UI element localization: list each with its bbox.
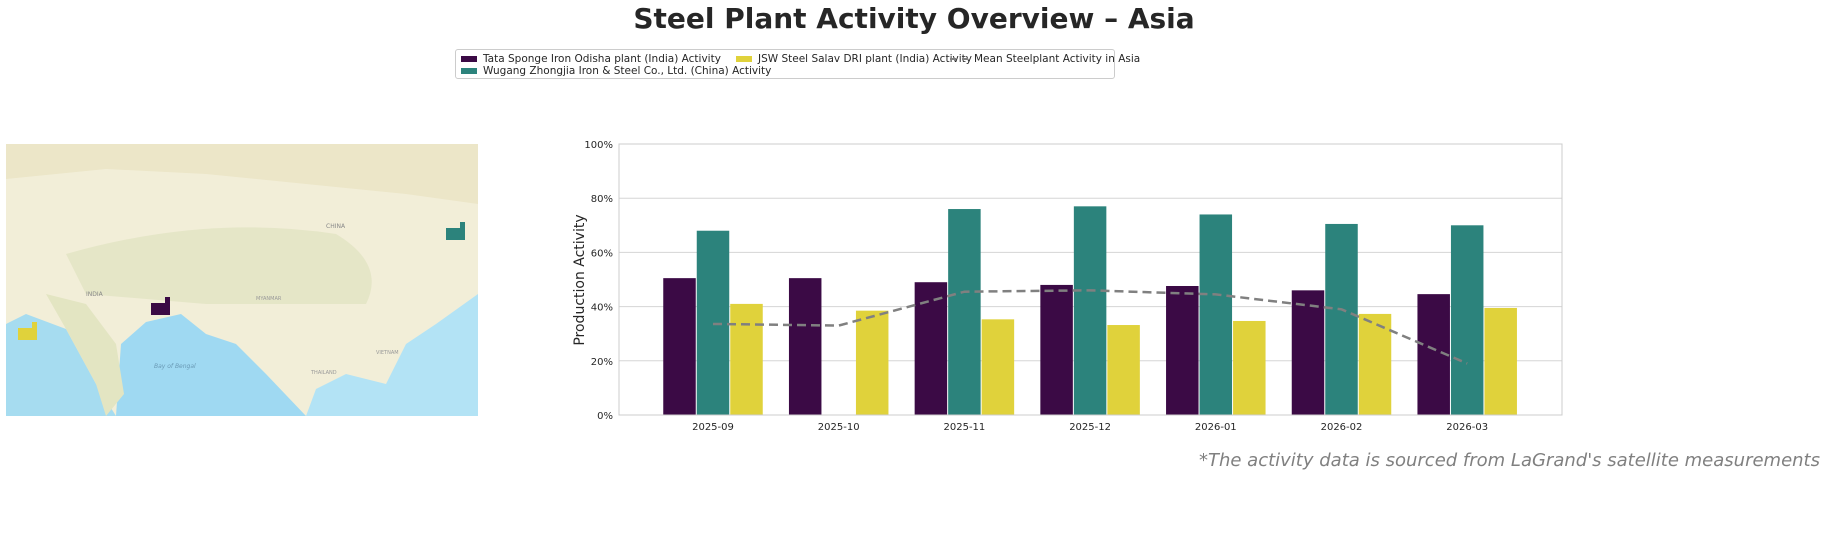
- legend-label: Wugang Zhongjia Iron & Steel Co., Ltd. (…: [483, 65, 772, 77]
- legend-label: Tata Sponge Iron Odisha plant (India) Ac…: [483, 53, 721, 65]
- legend-dash: [950, 58, 968, 60]
- map-label-vietnam: VIETNAM: [376, 350, 399, 356]
- map-bay-of-bengal: [116, 314, 306, 416]
- legend-label: JSW Steel Salav DRI plant (India) Activi…: [758, 53, 972, 65]
- bar-2025-09-2: [730, 303, 763, 415]
- map-south-china-sea: [306, 294, 478, 416]
- legend-swatch: [736, 56, 752, 62]
- chart-legend: Tata Sponge Iron Odisha plant (India) Ac…: [455, 49, 1140, 79]
- bar-2025-12-2: [1107, 325, 1140, 415]
- bar-2025-11-0: [914, 282, 948, 415]
- x-tick-label: 2025-11: [944, 422, 986, 433]
- map-india-south: [46, 294, 124, 416]
- factory-icon[interactable]: [151, 297, 170, 315]
- map-north-region: [6, 144, 478, 204]
- asia-map[interactable]: CHINA INDIA Bay of Bengal MYANMAR THAILA…: [6, 144, 478, 416]
- x-tick-label: 2025-10: [818, 422, 860, 433]
- bar-2025-09-1: [696, 230, 730, 415]
- map-label-china: CHINA: [326, 223, 346, 230]
- x-tick-label: 2026-01: [1195, 422, 1237, 433]
- bar-2025-10-0: [788, 278, 822, 415]
- map-label-thailand: THAILAND: [310, 370, 337, 376]
- bar-2025-12-1: [1073, 206, 1107, 415]
- legend-swatch: [461, 56, 477, 62]
- legend-swatch: [461, 68, 477, 74]
- y-tick-label: 20%: [591, 357, 613, 368]
- mean-line: [712, 289, 1468, 365]
- legend-item-jsw: JSW Steel Salav DRI plant (India) Activi…: [736, 53, 972, 65]
- bar-2026-01-0: [1166, 286, 1199, 415]
- page-title: Steel Plant Activity Overview – Asia: [633, 2, 1195, 35]
- bar-2026-02-0: [1291, 290, 1325, 415]
- map-label-myanmar: MYANMAR: [256, 296, 282, 302]
- x-tick-label: 2026-03: [1446, 422, 1488, 433]
- legend-item-wugang: Wugang Zhongjia Iron & Steel Co., Ltd. (…: [461, 65, 771, 77]
- y-tick-label: 40%: [591, 303, 613, 314]
- y-tick-label: 80%: [591, 194, 613, 205]
- y-tick-label: 0%: [597, 411, 613, 422]
- legend-item-tata: Tata Sponge Iron Odisha plant (India) Ac…: [461, 53, 721, 65]
- bar-2026-03-1: [1450, 225, 1484, 415]
- bar-2025-09-0: [663, 278, 696, 415]
- bar-2026-03-2: [1484, 307, 1517, 415]
- bar-2025-11-1: [948, 209, 981, 415]
- bar-2026-01-1: [1199, 214, 1233, 415]
- map-svg: CHINA INDIA Bay of Bengal MYANMAR THAILA…: [6, 144, 478, 416]
- bar-2026-02-1: [1325, 223, 1358, 415]
- bar-2026-01-2: [1233, 320, 1266, 415]
- factory-icon[interactable]: [446, 222, 465, 240]
- bar-2025-11-2: [981, 319, 1015, 415]
- map-label-bay: Bay of Bengal: [154, 363, 196, 370]
- y-tick-label: 60%: [591, 248, 613, 259]
- x-tick-label: 2026-02: [1321, 422, 1363, 433]
- map-label-india: INDIA: [86, 291, 104, 298]
- bar-2026-02-2: [1358, 313, 1392, 415]
- y-axis-label: Production Activity: [572, 214, 588, 345]
- map-plateau: [66, 227, 372, 304]
- bar-2025-10-2: [855, 310, 889, 415]
- footnote: *The activity data is sourced from LaGra…: [1198, 450, 1820, 471]
- factory-icon[interactable]: [18, 322, 37, 340]
- legend-label: Mean Steelplant Activity in Asia: [974, 53, 1141, 65]
- plot-frame: [618, 143, 1563, 416]
- legend-item-mean: Mean Steelplant Activity in Asia: [950, 53, 1140, 65]
- x-tick-label: 2025-09: [692, 422, 734, 433]
- y-tick-label: 100%: [584, 140, 613, 151]
- bar-2025-12-0: [1040, 284, 1073, 415]
- x-tick-label: 2025-12: [1069, 422, 1111, 433]
